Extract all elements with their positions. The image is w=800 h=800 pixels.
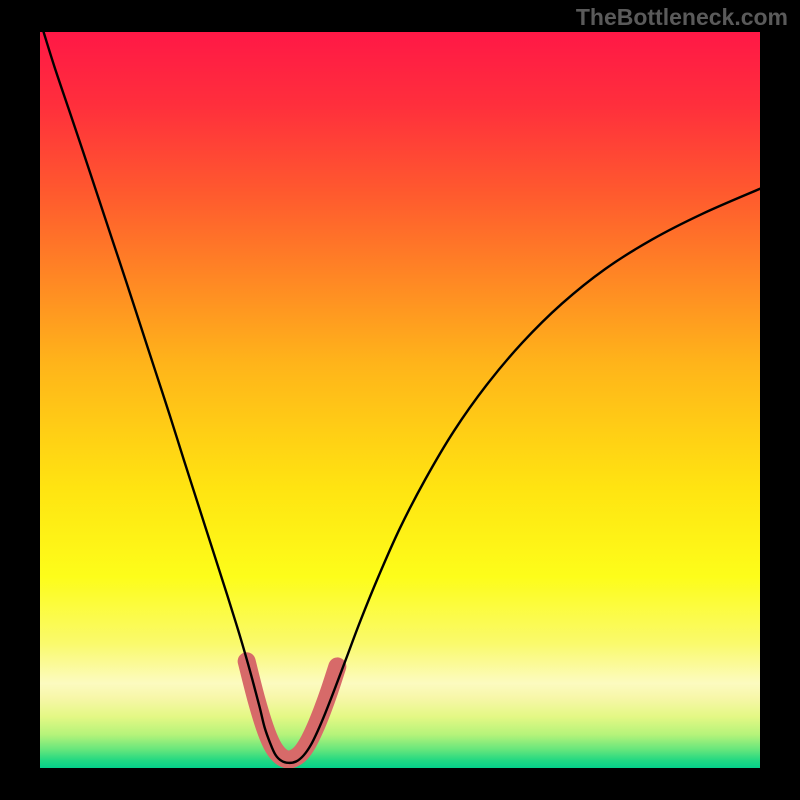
gradient-background [40, 32, 760, 768]
chart-area [40, 32, 760, 768]
chart-svg [40, 32, 760, 768]
watermark-text: TheBottleneck.com [576, 4, 788, 31]
